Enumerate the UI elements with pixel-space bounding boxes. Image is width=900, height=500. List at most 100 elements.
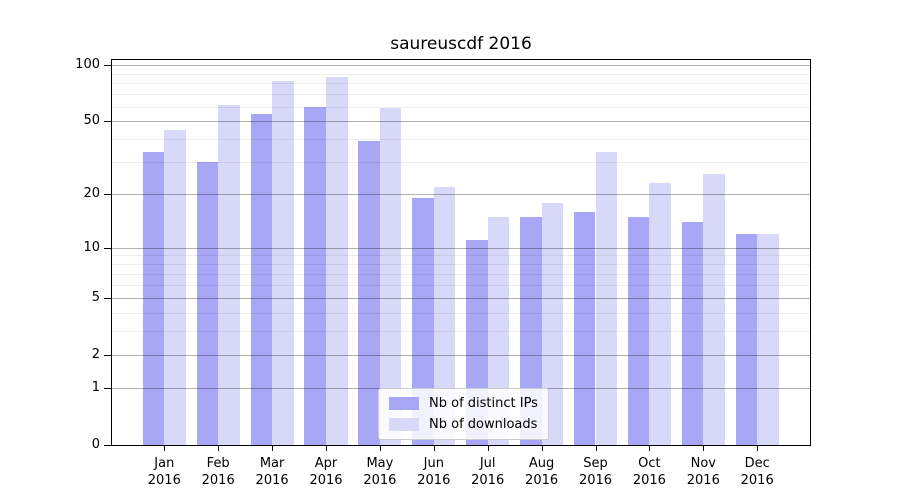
legend: Nb of distinct IPs Nb of downloads: [378, 388, 549, 440]
gridline-major: [112, 121, 810, 123]
x-label-year: 2016: [255, 473, 289, 488]
x-label-year: 2016: [417, 473, 451, 488]
x-axis-tick-label: May 2016: [347, 455, 413, 489]
gridline-minor: [112, 273, 810, 275]
bar-nb-of-downloads-dec: [757, 233, 779, 445]
gridline-minor: [112, 83, 810, 85]
x-axis-tick: [379, 445, 381, 451]
bar-nb-of-downloads-jul: [487, 216, 510, 445]
x-label-year: 2016: [309, 473, 343, 488]
gridline-minor: [112, 312, 810, 314]
chart-title: saureuscdf 2016: [390, 34, 532, 54]
x-label-month: Dec: [744, 456, 770, 471]
x-label-year: 2016: [147, 473, 181, 488]
bar-nb-of-downloads-oct: [649, 183, 671, 445]
x-axis-tick-label: Apr 2016: [293, 455, 359, 489]
gridline-minor: [112, 162, 810, 164]
y-axis-tick-label: 100: [75, 57, 100, 73]
x-axis-tick-label: Dec 2016: [724, 455, 790, 489]
x-label-year: 2016: [740, 473, 774, 488]
x-axis-tick-label: Jun 2016: [401, 455, 467, 489]
gridline-minor: [112, 284, 810, 286]
x-label-year: 2016: [363, 473, 397, 488]
x-axis-tick-label: Jul 2016: [455, 455, 521, 489]
y-axis-tick-label: 0: [91, 437, 100, 452]
y-axis-tick-label: 20: [83, 186, 100, 202]
bar-nb-of-distinct-ips-apr: [304, 106, 326, 445]
x-label-year: 2016: [578, 473, 613, 488]
y-axis-tick-label: 5: [91, 289, 100, 305]
x-label-month: Mar: [259, 456, 285, 471]
x-label-month: Apr: [314, 456, 338, 471]
x-label-year: 2016: [201, 473, 235, 488]
bar-nb-of-distinct-ips-jun: [412, 198, 434, 445]
bar-nb-of-distinct-ips-oct: [627, 216, 650, 445]
y-axis-tick: [104, 445, 112, 446]
x-axis-tick: [326, 445, 327, 451]
bar-nb-of-downloads-jun: [433, 186, 456, 445]
bar-nb-of-distinct-ips-feb: [196, 162, 219, 445]
x-axis-tick: [433, 445, 435, 451]
bar-nb-of-downloads-jan: [164, 129, 186, 445]
y-axis-tick-label: 10: [83, 239, 100, 255]
y-axis-tick-label: 50: [83, 113, 100, 129]
y-axis-tick: [104, 121, 112, 123]
x-axis-tick-label: Nov 2016: [670, 455, 736, 489]
legend-label: Nb of distinct IPs: [429, 396, 538, 411]
gridline-minor: [112, 330, 810, 332]
bar-nb-of-downloads-nov: [703, 173, 725, 445]
legend-entry-nb-of-downloads: Nb of downloads: [389, 416, 538, 433]
x-label-month: Sep: [583, 456, 608, 471]
legend-label: Nb of downloads: [429, 417, 538, 432]
bar-nb-of-downloads-mar: [272, 81, 294, 445]
y-axis-tick-label: 2: [91, 346, 100, 362]
x-label-month: Nov: [690, 456, 716, 471]
gridline-major: [112, 354, 810, 356]
bar-nb-of-distinct-ips-sep: [573, 211, 596, 445]
y-axis-tick: [104, 354, 112, 356]
bar-nb-of-downloads-may: [379, 108, 402, 445]
x-axis-tick: [595, 445, 597, 451]
x-axis-tick: [272, 445, 274, 451]
x-label-year: 2016: [471, 473, 505, 488]
bar-nb-of-distinct-ips-may: [358, 141, 380, 445]
x-label-month: May: [366, 456, 394, 471]
y-axis-tick-label: 1: [91, 379, 100, 395]
bar-nb-of-distinct-ips-nov: [681, 222, 704, 445]
gridline-major: [112, 65, 810, 67]
gridline-minor: [112, 106, 810, 108]
gridline-major: [112, 247, 810, 249]
y-axis-tick: [104, 297, 112, 299]
x-axis-tick: [757, 445, 759, 451]
legend-entry-nb-of-distinct-ips: Nb of distinct IPs: [389, 395, 538, 412]
x-axis-tick-label: Sep 2016: [563, 455, 629, 489]
bar-nb-of-downloads-apr: [326, 77, 348, 445]
y-axis-tick: [104, 65, 112, 67]
gridline-major: [112, 194, 810, 196]
x-label-month: Jun: [423, 456, 444, 471]
gridline-minor: [112, 139, 810, 141]
x-label-month: Oct: [638, 456, 661, 471]
bar-nb-of-downloads-feb: [218, 105, 240, 445]
x-axis-tick: [487, 445, 489, 451]
x-axis-tick-label: Mar 2016: [239, 455, 305, 489]
x-label-month: Aug: [528, 456, 555, 471]
x-label-month: Jul: [479, 456, 496, 471]
gridline-minor: [112, 255, 810, 257]
gridline-major: [112, 297, 810, 299]
bar-nb-of-downloads-sep: [595, 152, 618, 445]
bar-nb-of-distinct-ips-aug: [520, 216, 542, 445]
x-axis-tick-label: Jan 2016: [131, 455, 197, 489]
y-axis-tick: [104, 194, 112, 196]
x-label-month: Jan: [154, 456, 175, 471]
legend-swatch-nb-of-distinct-ips: [389, 397, 419, 410]
x-axis-tick: [541, 445, 543, 451]
bar-nb-of-distinct-ips-dec: [735, 233, 758, 445]
y-axis-tick: [104, 247, 112, 249]
x-axis-tick: [649, 445, 651, 451]
x-label-year: 2016: [686, 473, 720, 488]
x-axis-tick-label: Oct 2016: [616, 455, 682, 489]
x-label-year: 2016: [632, 473, 666, 488]
legend-swatch-nb-of-downloads: [389, 418, 419, 431]
